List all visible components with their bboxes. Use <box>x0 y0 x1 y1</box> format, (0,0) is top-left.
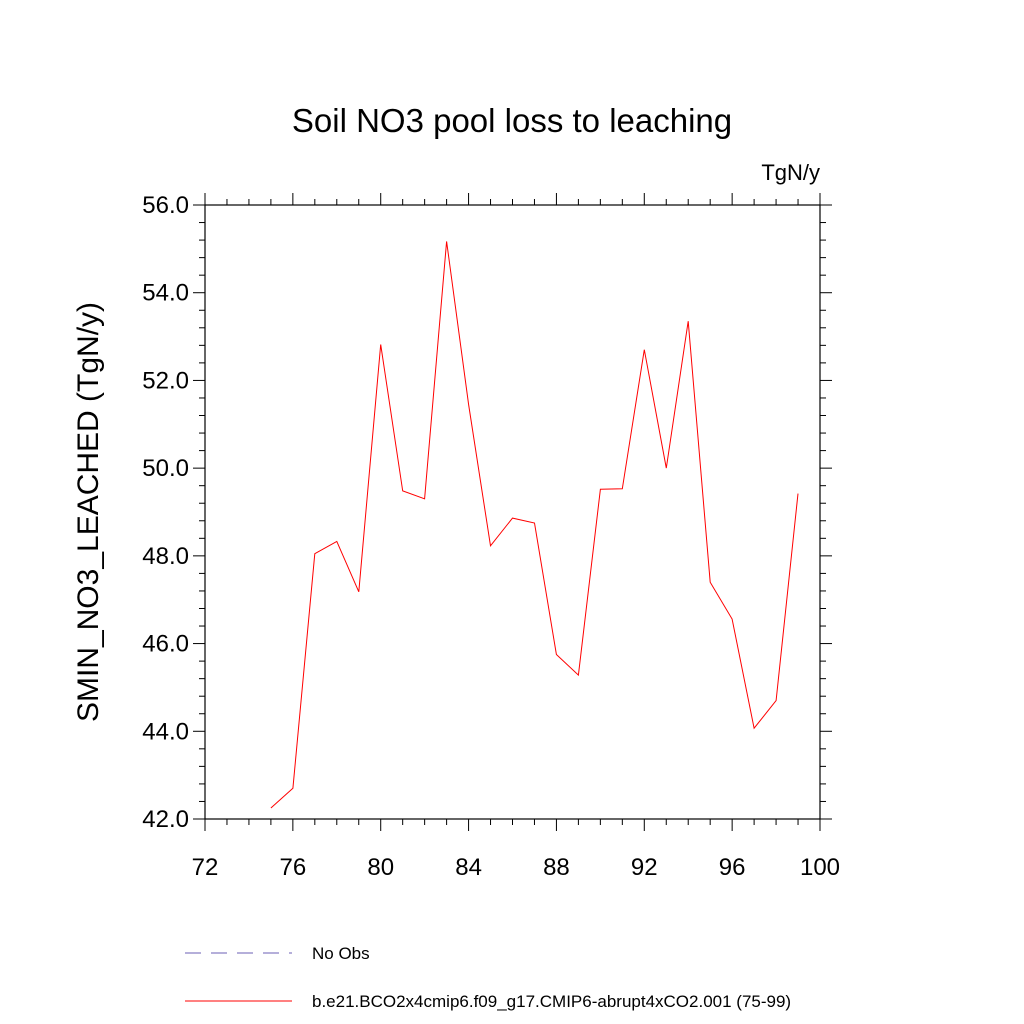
x-tick-label: 96 <box>719 854 746 881</box>
y-tick-label: 48.0 <box>142 543 189 570</box>
y-tick-label: 50.0 <box>142 455 189 482</box>
y-tick-label: 56.0 <box>142 192 189 219</box>
y-tick-label: 44.0 <box>142 718 189 745</box>
legend: No Obs b.e21.BCO2x4cmip6.f09_g17.CMIP6-ab… <box>185 944 791 1011</box>
x-tick-label: 84 <box>455 854 482 881</box>
series-line <box>270 241 799 809</box>
series-layer <box>270 241 799 809</box>
chart-title: Soil NO3 pool loss to leaching <box>292 102 732 139</box>
x-tick-label: 76 <box>280 854 307 881</box>
units-label: TgN/y <box>761 160 820 185</box>
y-tick-label: 54.0 <box>142 280 189 307</box>
y-tick-label: 46.0 <box>142 631 189 658</box>
x-tick-label: 88 <box>543 854 570 881</box>
x-tick-label: 92 <box>631 854 658 881</box>
y-tick-label: 52.0 <box>142 367 189 394</box>
plot-frame <box>204 204 821 820</box>
legend-label: b.e21.BCO2x4cmip6.f09_g17.CMIP6-abrupt4x… <box>312 992 791 1011</box>
axes: 72 76 80 84 88 92 96 100 42.0 44.0 46.0 48.0 50.0 52.… <box>142 192 840 881</box>
y-tick-label: 42.0 <box>142 806 189 833</box>
x-tick-label: 100 <box>800 854 840 881</box>
legend-label: No Obs <box>312 944 370 963</box>
x-tick-label: 72 <box>192 854 219 881</box>
x-tick-label: 80 <box>367 854 394 881</box>
y-axis-title: SMIN_NO3_LEACHED (TgN/y) <box>72 302 105 722</box>
